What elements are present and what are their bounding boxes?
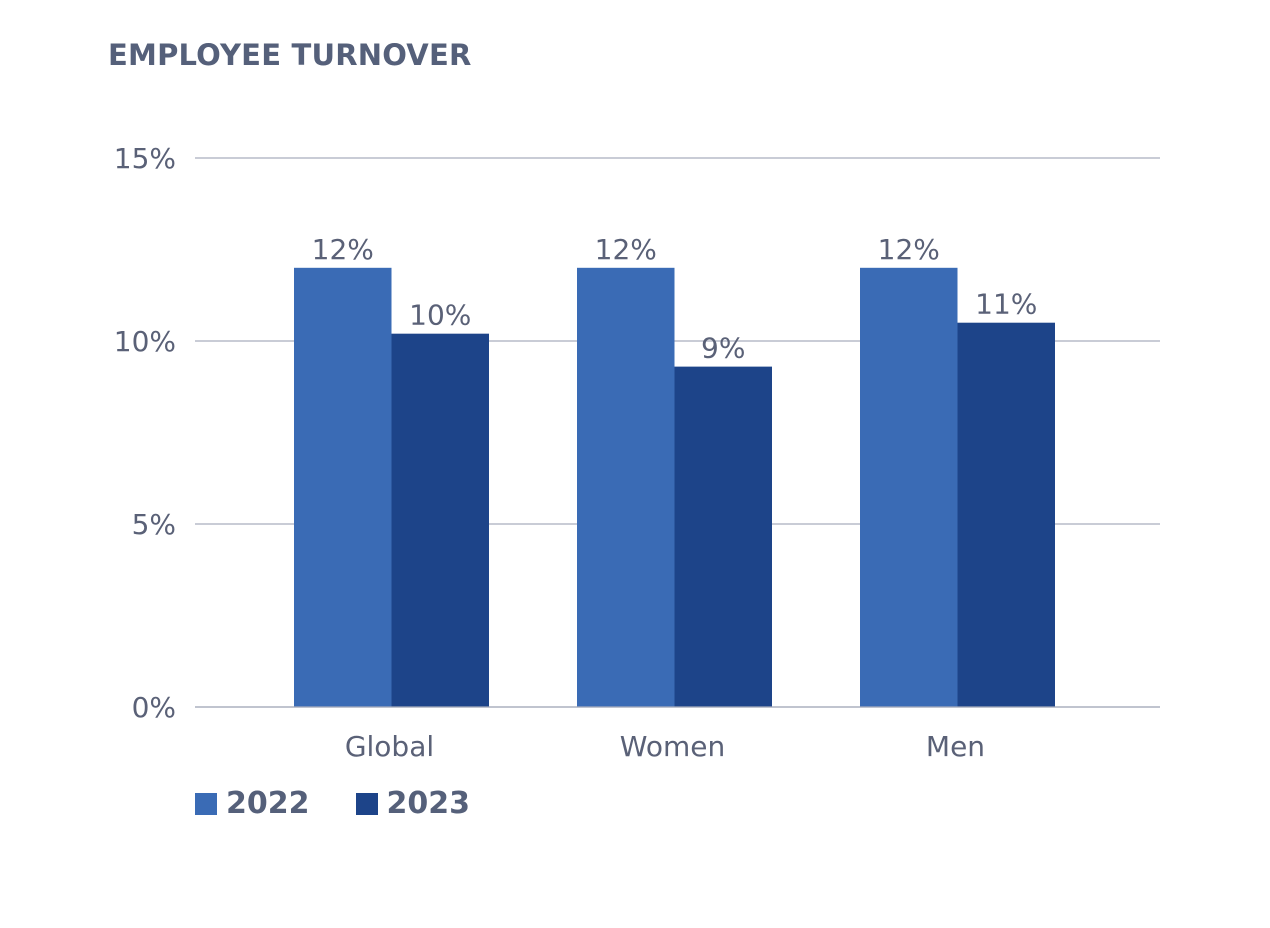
x-category-label: Women (620, 730, 725, 763)
data-label: 9% (701, 332, 745, 365)
bar-2023-men (957, 322, 1055, 707)
legend-label-2022: 2022 (226, 786, 310, 821)
labels: 0% 5% 10% 15% 12% 10% Global 12% 9% Women 12% 11% Me… (114, 142, 1160, 763)
legend-swatch-2023 (355, 792, 378, 815)
data-label: 11% (975, 288, 1037, 321)
x-category-label: Global (345, 730, 434, 763)
data-label: 12% (878, 233, 940, 266)
y-tick-label: 0% (132, 691, 176, 724)
x-category-label: Men (926, 730, 985, 763)
bar-2022-men (860, 267, 958, 707)
bar-2022-global (294, 267, 392, 707)
bar-2023-women (674, 366, 772, 707)
chart-title: EMPLOYEE TURNOVER (108, 38, 472, 72)
data-label: 12% (595, 233, 657, 266)
bars (294, 267, 1055, 707)
legend-item-2022: 2022 (195, 786, 310, 821)
legend-swatch-2022 (195, 792, 217, 815)
bar-2023-global (391, 333, 489, 707)
bar-2022-women (577, 267, 675, 707)
legend: 2022 2023 (195, 786, 516, 821)
data-label: 10% (409, 299, 471, 332)
y-tick-label: 5% (132, 508, 176, 541)
y-tick-label: 10% (114, 325, 176, 358)
legend-label-2023: 2023 (386, 786, 471, 821)
legend-item-2023: 2023 (355, 786, 471, 821)
data-label: 12% (312, 233, 374, 266)
y-tick-label: 15% (114, 142, 176, 175)
